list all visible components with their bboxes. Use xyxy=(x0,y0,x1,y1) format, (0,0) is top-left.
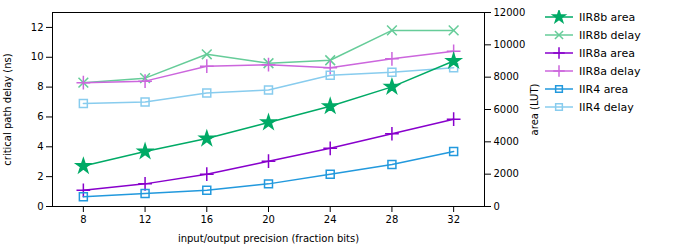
svg-text:area (LUT): area (LUT) xyxy=(529,84,540,136)
svg-text:6000: 6000 xyxy=(494,104,519,115)
svg-text:0: 0 xyxy=(37,201,43,212)
svg-text:12: 12 xyxy=(31,22,44,33)
svg-text:12000: 12000 xyxy=(494,7,526,18)
html-text:IIR4 delay: IIR4 delay xyxy=(579,100,634,114)
svg-text:10000: 10000 xyxy=(494,39,526,50)
svg-text:0: 0 xyxy=(494,201,500,212)
svg-text:input/output precision (fracti: input/output precision (fraction bits) xyxy=(178,233,359,244)
svg-text:28: 28 xyxy=(386,214,399,225)
svg-text:20: 20 xyxy=(262,214,275,225)
html-text:IIR8a area: IIR8a area xyxy=(579,46,635,60)
svg-text:4: 4 xyxy=(37,141,43,152)
svg-text:10: 10 xyxy=(31,51,44,62)
svg-text:32: 32 xyxy=(447,214,460,225)
svg-text:24: 24 xyxy=(324,214,337,225)
svg-text:8: 8 xyxy=(37,81,43,92)
svg-text:2: 2 xyxy=(37,171,43,182)
svg-text:2000: 2000 xyxy=(494,168,519,179)
svg-text:4000: 4000 xyxy=(494,136,519,147)
svg-text:critical path delay (ns): critical path delay (ns) xyxy=(2,53,13,166)
html-text:IIR8b area: IIR8b area xyxy=(579,10,636,24)
svg-text:8: 8 xyxy=(80,214,86,225)
html-text:IIR8a delay: IIR8a delay xyxy=(579,64,641,78)
html-text:IIR8b delay: IIR8b delay xyxy=(579,28,641,42)
svg-text:16: 16 xyxy=(200,214,213,225)
svg-text:8000: 8000 xyxy=(494,71,519,82)
html-text:IIR4 area: IIR4 area xyxy=(579,82,629,96)
svg-text:12: 12 xyxy=(139,214,152,225)
svg-text:6: 6 xyxy=(37,111,43,122)
